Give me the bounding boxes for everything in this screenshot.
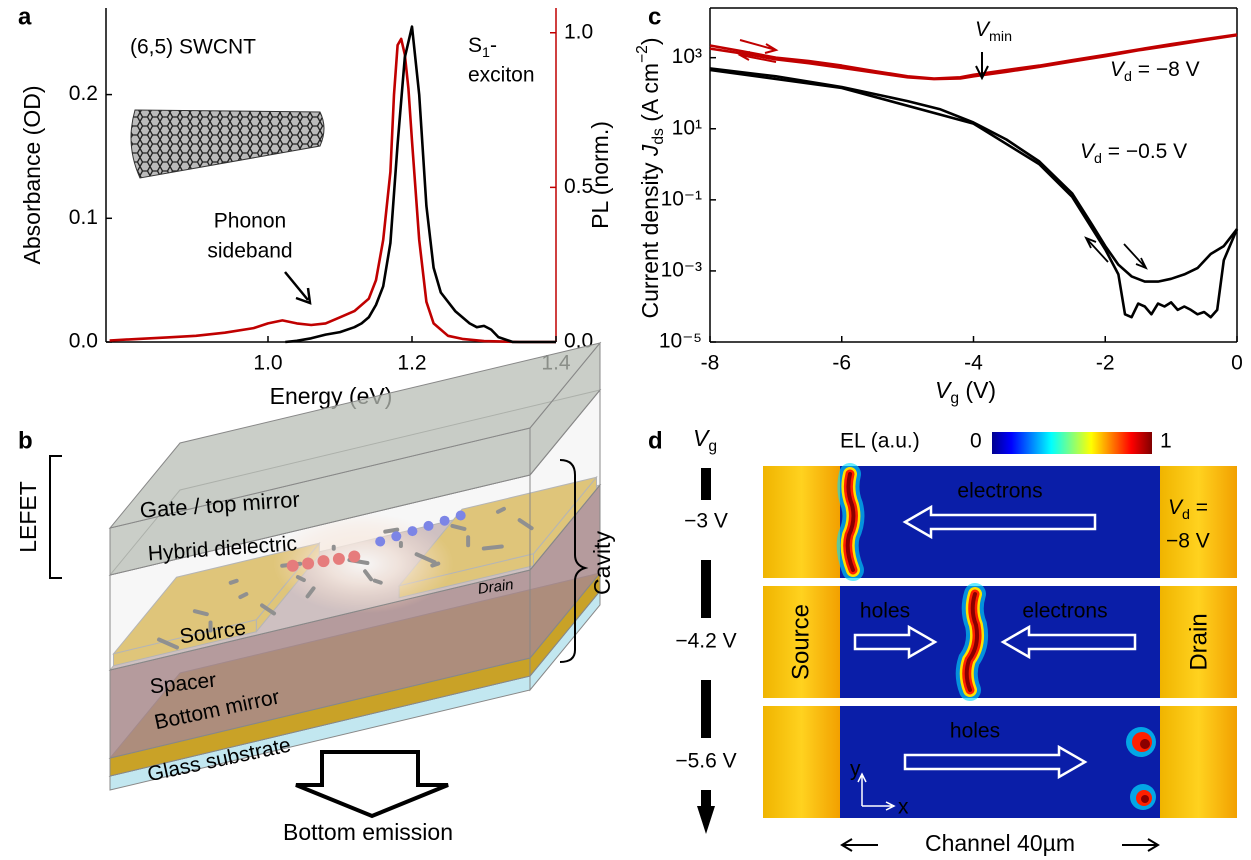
y-tick-label: 0.1 <box>69 206 98 229</box>
vg-value: −4.2 V <box>675 630 736 653</box>
vd-value: −8 V <box>1166 530 1210 553</box>
colorbar-title: EL (a.u.) <box>840 430 920 453</box>
annotation-part: S <box>468 34 482 57</box>
electrode-label: Drain <box>1185 613 1212 670</box>
y2-axis-label: PL (norm.) <box>587 121 613 229</box>
bracket <box>50 456 62 578</box>
vd-label-part: = <box>1190 496 1208 519</box>
vg-label: Vg <box>693 425 717 455</box>
x-tick-label: 1.0 <box>253 352 282 375</box>
panel-label: c <box>648 3 661 30</box>
vg-value: −3 V <box>684 510 728 533</box>
y-tick-label: 10⁻¹ <box>661 187 702 210</box>
data-line <box>710 70 1237 317</box>
y-tick-label: 10⁻⁵ <box>659 330 702 353</box>
x-tick-label: -2 <box>1096 352 1115 375</box>
electrode-label: Source <box>787 604 814 680</box>
annotation: (6,5) SWCNT <box>130 36 256 59</box>
arrow <box>285 272 310 303</box>
annotation: Vmin <box>975 18 1012 45</box>
y-tick-label: 10⁻³ <box>661 258 702 281</box>
emission-zone <box>1140 739 1150 749</box>
y-axis-label-part: J <box>637 144 663 157</box>
layer-label: LEFET <box>15 481 41 553</box>
vg-bar <box>701 468 711 500</box>
channel-label: Channel 40µm <box>925 830 1075 856</box>
x-axis-label: Vg (V) <box>935 377 996 407</box>
nanotube <box>131 110 324 178</box>
electrode <box>763 466 840 578</box>
y-tick-label: 0.2 <box>69 82 98 105</box>
colorbar <box>992 432 1152 454</box>
x-tick-label: -8 <box>701 352 720 375</box>
carrier-label: electrons <box>1022 600 1107 623</box>
y-axis-label: Current density Jds (A cm−2) <box>634 37 667 318</box>
vg-label-part: g <box>708 438 717 455</box>
y-axis-label-part: −2 <box>634 45 651 63</box>
annotation: exciton <box>468 64 535 87</box>
panel-label: b <box>18 427 33 454</box>
y-tick-label: 0.0 <box>69 330 98 353</box>
y-axis-label-part: ) <box>637 37 663 45</box>
axis-letter: x <box>898 796 909 819</box>
x-tick-label: -4 <box>964 352 983 375</box>
carrier-label: holes <box>860 600 910 623</box>
annotation: sideband <box>207 240 292 263</box>
annotation-part: min <box>989 29 1012 45</box>
data-line <box>710 68 1237 281</box>
x-tick-label: 1.2 <box>397 352 426 375</box>
colorbar-label: 0 <box>970 430 982 453</box>
x-tick-label: 0 <box>1231 352 1243 375</box>
emission-arrow <box>296 752 448 816</box>
annotation-part: - <box>490 34 497 57</box>
annotation-part: = −0.5 V <box>1102 140 1187 163</box>
annotation: Vd = −8 V <box>1110 58 1200 85</box>
emission-zone <box>1141 795 1149 803</box>
colorbar-label: 1 <box>1160 430 1172 453</box>
electrode <box>1160 466 1237 578</box>
panel-label: d <box>648 427 663 454</box>
annotation-part: = −8 V <box>1132 58 1200 81</box>
x-tick-label: -6 <box>832 352 851 375</box>
vg-bar <box>701 790 711 806</box>
annotation: Phonon <box>214 210 286 233</box>
carrier-label: electrons <box>957 480 1042 503</box>
vg-arrowhead <box>697 806 715 834</box>
annotation: Vd = −0.5 V <box>1080 140 1187 167</box>
x-axis-label-part: (V) <box>959 377 996 403</box>
canvas: abcd1.01.21.40.00.10.20.00.51.0Energy (e… <box>15 3 1243 856</box>
carrier-label: holes <box>950 720 1000 743</box>
x-axis-label-part: g <box>950 390 959 407</box>
y-axis-label-part: ds <box>650 128 667 145</box>
annotation-part: 1 <box>482 45 490 61</box>
y2-tick-label: 1.0 <box>564 20 593 43</box>
electrode <box>1160 706 1237 818</box>
emission-label: Bottom emission <box>283 819 453 845</box>
y-axis-label-part: Current density <box>637 156 663 318</box>
y-axis-label-part: (A cm <box>637 63 663 128</box>
layer-label: Cavity <box>589 531 615 595</box>
vd-label-part: d <box>1182 507 1190 523</box>
vg-bar <box>701 680 711 738</box>
vg-value: −5.6 V <box>675 750 736 773</box>
annotation: S1- <box>468 34 497 61</box>
annotation-part: d <box>1124 69 1132 85</box>
y-tick-label: 10³ <box>672 45 702 68</box>
y-tick-label: 10¹ <box>672 116 702 139</box>
panel-label: a <box>18 3 32 30</box>
figure: abcd1.01.21.40.00.10.20.00.51.0Energy (e… <box>0 0 1251 860</box>
annotation-part: d <box>1094 151 1102 167</box>
axis-letter: y <box>850 758 861 781</box>
vg-bar <box>701 560 711 618</box>
electrode <box>763 706 840 818</box>
y-axis-label: Absorbance (OD) <box>19 86 45 265</box>
